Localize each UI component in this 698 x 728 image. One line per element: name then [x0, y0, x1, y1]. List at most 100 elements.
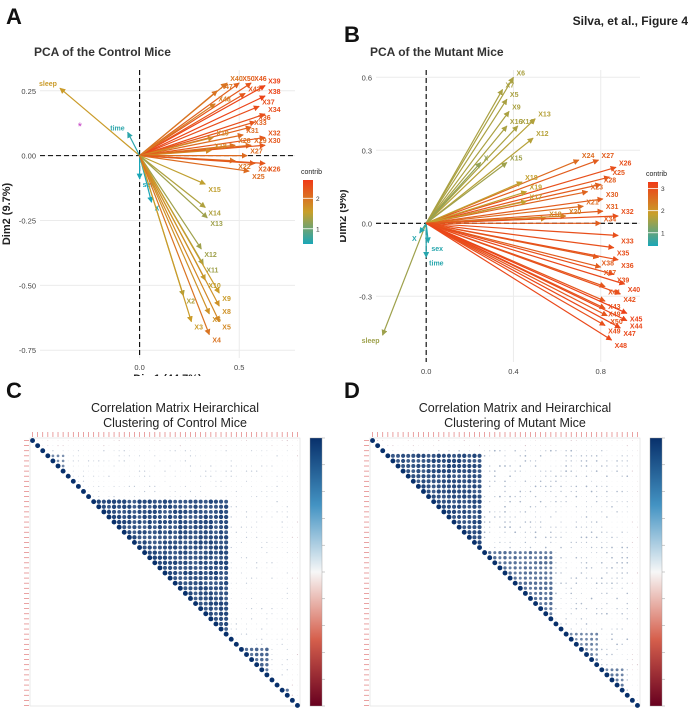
corr-cell [281, 679, 283, 681]
corr-cell [235, 440, 237, 441]
corr-cell [585, 623, 588, 625]
corr-cell [550, 506, 552, 508]
corr-cell [213, 535, 219, 540]
corr-cell [483, 455, 486, 457]
x-tick-label-1: 0.5 [234, 363, 244, 372]
corr-cell [251, 480, 252, 482]
corr-cell [40, 448, 46, 454]
corr-cell [291, 536, 293, 538]
corr-cell [611, 633, 613, 635]
corr-cell [256, 455, 258, 457]
corr-cell [525, 486, 526, 487]
corr-cell [484, 547, 485, 548]
corr-cell [72, 445, 74, 446]
corr-cell [152, 520, 157, 524]
corr-cell [621, 526, 623, 528]
corr-cell [297, 445, 298, 446]
corr-cell [467, 525, 472, 530]
corr-cell [154, 490, 156, 493]
corr-cell [499, 511, 501, 513]
corr-cell [297, 486, 298, 487]
corr-cell [208, 514, 213, 519]
corr-cell [256, 577, 258, 579]
corr-cell [528, 556, 533, 560]
corr-cell [256, 491, 258, 492]
corr-cell [93, 450, 95, 452]
corr-cell [524, 445, 526, 447]
vector-x44 [425, 222, 628, 322]
corr-cell [606, 440, 608, 441]
corr-cell [525, 470, 526, 472]
corr-cell [489, 455, 491, 457]
corr-cell [575, 582, 578, 584]
corr-cell [123, 491, 125, 492]
corr-cell [488, 550, 492, 555]
corr-cell [534, 566, 538, 570]
corr-cell [246, 465, 247, 467]
corr-cell [195, 455, 197, 457]
corr-cell [601, 485, 603, 487]
corr-cell [223, 565, 229, 571]
corr-cell [251, 521, 252, 523]
corr-cell [169, 445, 171, 446]
corr-cell [611, 562, 613, 564]
corr-cell [208, 540, 214, 545]
corr-cell [601, 480, 603, 482]
corr-cell [540, 475, 542, 477]
corr-cell [514, 506, 516, 508]
corr-cell [246, 598, 247, 599]
corr-cell [230, 572, 232, 574]
corr-cell [281, 465, 283, 467]
corr-cell [190, 445, 191, 446]
corr-cell [195, 480, 196, 482]
corr-cell [580, 536, 583, 539]
corr-cell [266, 516, 268, 518]
corr-cell [550, 445, 552, 447]
corr-cell [208, 576, 213, 581]
vector-time [127, 131, 141, 156]
corr-cell [514, 501, 516, 503]
corr-cell [637, 521, 638, 523]
corr-cell [292, 521, 293, 523]
corr-cell [570, 536, 572, 538]
corr-cell [286, 526, 288, 528]
corr-cell [494, 516, 496, 518]
corr-cell [292, 623, 293, 625]
corr-cell [246, 440, 247, 442]
corr-cell [281, 460, 283, 462]
corr-cell [213, 591, 218, 596]
corr-cell [218, 586, 224, 591]
panel-letter-b: B [344, 22, 360, 47]
corr-cell [157, 519, 163, 525]
corr-cell [286, 582, 288, 584]
corr-cell [514, 491, 516, 492]
corr-cell [281, 455, 283, 457]
corr-cell [123, 475, 125, 477]
corr-cell [581, 475, 582, 477]
corr-cell [281, 598, 283, 599]
corr-cell [479, 445, 481, 447]
corr-cell [591, 496, 592, 497]
corr-cell [601, 465, 603, 467]
corr-cell [458, 440, 460, 441]
corr-cell [230, 618, 232, 620]
corr-cell [118, 485, 120, 487]
corr-cell [173, 499, 178, 504]
corr-cell [281, 684, 283, 686]
corr-cell [213, 509, 218, 514]
vector-x8 [139, 155, 220, 307]
corr-cell [244, 652, 249, 657]
corr-cell [297, 659, 298, 660]
corr-cell [415, 483, 421, 489]
corr-cell [271, 674, 273, 676]
corr-cell [271, 552, 273, 553]
corr-cell [509, 546, 511, 549]
corr-cell [504, 465, 506, 467]
corr-cell [198, 545, 203, 550]
corr-cell [215, 470, 217, 472]
corr-cell [296, 577, 298, 579]
vector-label-x10: X10 [208, 283, 221, 290]
corr-cell [581, 598, 582, 599]
corr-cell [183, 570, 188, 576]
corr-cell [75, 483, 81, 489]
